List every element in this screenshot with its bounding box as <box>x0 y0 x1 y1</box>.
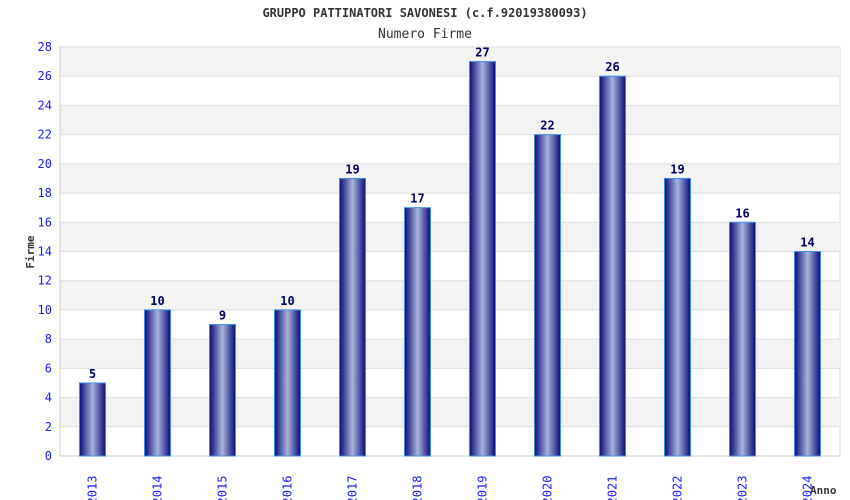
grid-band <box>60 163 840 194</box>
grid-band <box>60 47 840 77</box>
bar-2019 <box>469 61 496 457</box>
y-axis-label: Firme <box>24 235 37 268</box>
bar-2020 <box>534 134 561 457</box>
x-axis-label: Anno <box>810 484 837 497</box>
grid-band <box>60 222 840 252</box>
x-tick-label: 2021 <box>606 476 620 500</box>
bar-2018 <box>404 207 431 457</box>
data-label: 26 <box>605 60 619 74</box>
y-tick-label: 18 <box>38 186 52 200</box>
data-label: 19 <box>670 162 684 176</box>
x-tick-label: 2019 <box>476 476 490 500</box>
bar-2023 <box>729 221 756 457</box>
data-label: 16 <box>735 206 749 220</box>
y-tick-label: 12 <box>38 274 52 288</box>
x-tick-label: 2016 <box>281 476 295 500</box>
data-label: 17 <box>410 192 424 206</box>
y-tick-label: 26 <box>38 69 52 83</box>
x-tick-label: 2018 <box>411 476 425 500</box>
grid-band <box>60 339 840 369</box>
x-tick-label: 2014 <box>151 476 165 500</box>
x-tick-label: 2020 <box>541 476 555 500</box>
y-tick-label: 22 <box>38 128 52 142</box>
y-tick-label: 20 <box>38 157 52 171</box>
data-label: 22 <box>540 119 554 133</box>
data-label: 10 <box>280 294 294 308</box>
bar-2024 <box>794 251 821 457</box>
y-tick-label: 0 <box>45 449 52 463</box>
x-tick-label: 2022 <box>671 476 685 500</box>
bar-2015 <box>209 324 236 457</box>
grid-band <box>60 397 840 427</box>
x-tick-label: 2015 <box>216 476 230 500</box>
y-tick-label: 8 <box>45 332 52 346</box>
x-tick-label: 2023 <box>736 476 750 500</box>
x-tick-label: 2024 <box>801 476 815 500</box>
x-tick-label: 2013 <box>86 476 100 500</box>
data-label: 14 <box>800 236 814 250</box>
data-label: 19 <box>345 162 359 176</box>
y-tick-label: 28 <box>38 40 52 54</box>
y-tick-label: 10 <box>38 303 52 317</box>
bar-2021 <box>599 75 626 457</box>
y-tick-label: 4 <box>45 391 52 405</box>
y-tick-label: 16 <box>38 215 52 229</box>
x-tick-label: 2017 <box>346 476 360 500</box>
y-tick-label: 24 <box>38 98 52 112</box>
y-tick-label: 6 <box>45 361 52 375</box>
chart-title: GRUPPO PATTINATORI SAVONESI (c.f.9201938… <box>262 6 587 20</box>
bar-2013 <box>79 382 106 457</box>
bar-2022 <box>664 177 691 457</box>
bar-2014 <box>144 309 171 457</box>
y-tick-label: 2 <box>45 420 52 434</box>
bar-2017 <box>339 177 366 457</box>
grid-band <box>60 105 840 135</box>
bar-2016 <box>274 309 301 457</box>
data-label: 10 <box>150 294 164 308</box>
y-tick-label: 14 <box>38 245 52 259</box>
data-label: 27 <box>475 46 489 60</box>
chart-subtitle: Numero Firme <box>378 27 472 42</box>
grid-band <box>60 280 840 310</box>
data-label: 5 <box>89 367 96 381</box>
data-label: 9 <box>219 309 226 323</box>
